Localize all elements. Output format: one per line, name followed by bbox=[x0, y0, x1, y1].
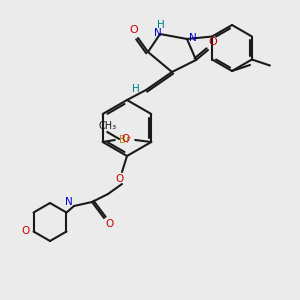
Text: H: H bbox=[157, 20, 165, 30]
Text: O: O bbox=[130, 25, 138, 35]
Text: Br: Br bbox=[119, 135, 130, 145]
Text: O: O bbox=[121, 134, 129, 144]
Text: H: H bbox=[132, 84, 140, 94]
Text: N: N bbox=[154, 28, 162, 38]
Text: O: O bbox=[116, 174, 124, 184]
Text: N: N bbox=[189, 33, 197, 43]
Text: N: N bbox=[65, 197, 73, 207]
Text: O: O bbox=[106, 219, 114, 229]
Text: O: O bbox=[208, 37, 217, 47]
Text: O: O bbox=[21, 226, 30, 236]
Text: CH₃: CH₃ bbox=[98, 121, 116, 131]
